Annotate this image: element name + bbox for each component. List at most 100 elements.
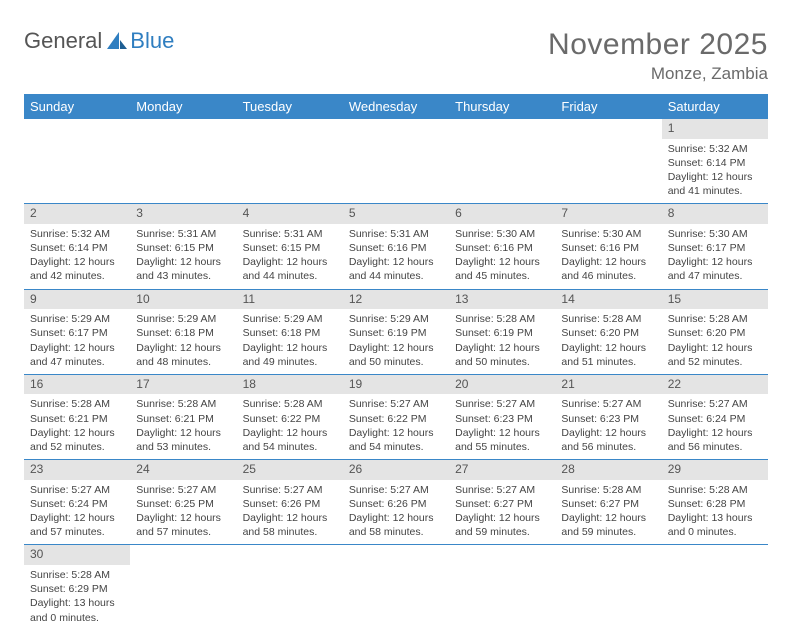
calendar-cell: 16Sunrise: 5:28 AMSunset: 6:21 PMDayligh…	[24, 374, 130, 459]
calendar-cell	[449, 119, 555, 204]
day-number: 22	[662, 375, 768, 395]
sunrise-line: Sunrise: 5:32 AM	[30, 227, 124, 241]
weekday-header: Tuesday	[237, 94, 343, 119]
day-details: Sunrise: 5:29 AMSunset: 6:19 PMDaylight:…	[343, 309, 449, 374]
day-details: Sunrise: 5:28 AMSunset: 6:21 PMDaylight:…	[24, 394, 130, 459]
sunset-line: Sunset: 6:21 PM	[30, 412, 124, 426]
day-details: Sunrise: 5:27 AMSunset: 6:23 PMDaylight:…	[555, 394, 661, 459]
title-block: November 2025 Monze, Zambia	[548, 28, 768, 84]
day-number: 8	[662, 204, 768, 224]
calendar-cell	[343, 545, 449, 630]
sunrise-line: Sunrise: 5:27 AM	[349, 483, 443, 497]
sunrise-line: Sunrise: 5:30 AM	[668, 227, 762, 241]
logo: General Blue	[24, 28, 174, 54]
day-number: 13	[449, 290, 555, 310]
day-details: Sunrise: 5:29 AMSunset: 6:17 PMDaylight:…	[24, 309, 130, 374]
day-number: 28	[555, 460, 661, 480]
weekday-header: Monday	[130, 94, 236, 119]
day-details: Sunrise: 5:28 AMSunset: 6:22 PMDaylight:…	[237, 394, 343, 459]
calendar-row: 2Sunrise: 5:32 AMSunset: 6:14 PMDaylight…	[24, 204, 768, 289]
calendar-cell: 15Sunrise: 5:28 AMSunset: 6:20 PMDayligh…	[662, 289, 768, 374]
sunset-line: Sunset: 6:24 PM	[668, 412, 762, 426]
sunrise-line: Sunrise: 5:27 AM	[455, 483, 549, 497]
sunset-line: Sunset: 6:29 PM	[30, 582, 124, 596]
calendar-cell: 21Sunrise: 5:27 AMSunset: 6:23 PMDayligh…	[555, 374, 661, 459]
day-number: 12	[343, 290, 449, 310]
calendar-cell: 17Sunrise: 5:28 AMSunset: 6:21 PMDayligh…	[130, 374, 236, 459]
page-location: Monze, Zambia	[548, 64, 768, 84]
day-details: Sunrise: 5:29 AMSunset: 6:18 PMDaylight:…	[130, 309, 236, 374]
calendar-body: 1Sunrise: 5:32 AMSunset: 6:14 PMDaylight…	[24, 119, 768, 630]
day-details: Sunrise: 5:31 AMSunset: 6:16 PMDaylight:…	[343, 224, 449, 289]
daylight-line: Daylight: 12 hours and 52 minutes.	[30, 426, 124, 454]
weekday-header: Thursday	[449, 94, 555, 119]
weekday-header: Wednesday	[343, 94, 449, 119]
sunrise-line: Sunrise: 5:30 AM	[455, 227, 549, 241]
sunrise-line: Sunrise: 5:28 AM	[30, 397, 124, 411]
day-details: Sunrise: 5:28 AMSunset: 6:28 PMDaylight:…	[662, 480, 768, 545]
calendar-cell: 4Sunrise: 5:31 AMSunset: 6:15 PMDaylight…	[237, 204, 343, 289]
day-details: Sunrise: 5:32 AMSunset: 6:14 PMDaylight:…	[24, 224, 130, 289]
sunrise-line: Sunrise: 5:28 AM	[668, 483, 762, 497]
sunrise-line: Sunrise: 5:29 AM	[136, 312, 230, 326]
daylight-line: Daylight: 12 hours and 52 minutes.	[668, 341, 762, 369]
calendar-cell	[24, 119, 130, 204]
daylight-line: Daylight: 12 hours and 47 minutes.	[30, 341, 124, 369]
sunrise-line: Sunrise: 5:28 AM	[455, 312, 549, 326]
calendar-row: 9Sunrise: 5:29 AMSunset: 6:17 PMDaylight…	[24, 289, 768, 374]
calendar-cell: 2Sunrise: 5:32 AMSunset: 6:14 PMDaylight…	[24, 204, 130, 289]
daylight-line: Daylight: 12 hours and 42 minutes.	[30, 255, 124, 283]
calendar-cell: 29Sunrise: 5:28 AMSunset: 6:28 PMDayligh…	[662, 460, 768, 545]
weekday-header: Saturday	[662, 94, 768, 119]
day-number: 3	[130, 204, 236, 224]
daylight-line: Daylight: 12 hours and 54 minutes.	[243, 426, 337, 454]
daylight-line: Daylight: 12 hours and 59 minutes.	[455, 511, 549, 539]
day-details: Sunrise: 5:28 AMSunset: 6:27 PMDaylight:…	[555, 480, 661, 545]
day-details: Sunrise: 5:27 AMSunset: 6:24 PMDaylight:…	[662, 394, 768, 459]
day-details: Sunrise: 5:28 AMSunset: 6:19 PMDaylight:…	[449, 309, 555, 374]
sunrise-line: Sunrise: 5:27 AM	[349, 397, 443, 411]
sunrise-line: Sunrise: 5:27 AM	[668, 397, 762, 411]
sunset-line: Sunset: 6:21 PM	[136, 412, 230, 426]
calendar-cell	[130, 119, 236, 204]
day-number: 14	[555, 290, 661, 310]
calendar-cell: 11Sunrise: 5:29 AMSunset: 6:18 PMDayligh…	[237, 289, 343, 374]
day-details: Sunrise: 5:32 AMSunset: 6:14 PMDaylight:…	[662, 139, 768, 204]
sunset-line: Sunset: 6:20 PM	[561, 326, 655, 340]
sunset-line: Sunset: 6:16 PM	[349, 241, 443, 255]
day-number: 26	[343, 460, 449, 480]
day-number: 5	[343, 204, 449, 224]
sunrise-line: Sunrise: 5:27 AM	[30, 483, 124, 497]
calendar-cell: 10Sunrise: 5:29 AMSunset: 6:18 PMDayligh…	[130, 289, 236, 374]
weekday-header: Friday	[555, 94, 661, 119]
sunrise-line: Sunrise: 5:27 AM	[561, 397, 655, 411]
sunrise-line: Sunrise: 5:31 AM	[243, 227, 337, 241]
sunrise-line: Sunrise: 5:31 AM	[136, 227, 230, 241]
sunset-line: Sunset: 6:28 PM	[668, 497, 762, 511]
daylight-line: Daylight: 12 hours and 46 minutes.	[561, 255, 655, 283]
calendar-cell	[237, 119, 343, 204]
daylight-line: Daylight: 12 hours and 48 minutes.	[136, 341, 230, 369]
daylight-line: Daylight: 12 hours and 47 minutes.	[668, 255, 762, 283]
day-details: Sunrise: 5:27 AMSunset: 6:26 PMDaylight:…	[343, 480, 449, 545]
calendar-cell: 9Sunrise: 5:29 AMSunset: 6:17 PMDaylight…	[24, 289, 130, 374]
calendar-cell	[555, 545, 661, 630]
calendar-cell: 26Sunrise: 5:27 AMSunset: 6:26 PMDayligh…	[343, 460, 449, 545]
daylight-line: Daylight: 13 hours and 0 minutes.	[30, 596, 124, 624]
calendar-cell: 14Sunrise: 5:28 AMSunset: 6:20 PMDayligh…	[555, 289, 661, 374]
day-details: Sunrise: 5:27 AMSunset: 6:22 PMDaylight:…	[343, 394, 449, 459]
sunrise-line: Sunrise: 5:32 AM	[668, 142, 762, 156]
calendar-cell: 7Sunrise: 5:30 AMSunset: 6:16 PMDaylight…	[555, 204, 661, 289]
calendar-cell	[662, 545, 768, 630]
sunset-line: Sunset: 6:26 PM	[349, 497, 443, 511]
daylight-line: Daylight: 12 hours and 54 minutes.	[349, 426, 443, 454]
daylight-line: Daylight: 12 hours and 57 minutes.	[136, 511, 230, 539]
day-details: Sunrise: 5:28 AMSunset: 6:20 PMDaylight:…	[662, 309, 768, 374]
sunrise-line: Sunrise: 5:28 AM	[561, 483, 655, 497]
calendar-cell: 28Sunrise: 5:28 AMSunset: 6:27 PMDayligh…	[555, 460, 661, 545]
daylight-line: Daylight: 12 hours and 50 minutes.	[455, 341, 549, 369]
calendar-row: 23Sunrise: 5:27 AMSunset: 6:24 PMDayligh…	[24, 460, 768, 545]
sunset-line: Sunset: 6:18 PM	[243, 326, 337, 340]
calendar-cell: 27Sunrise: 5:27 AMSunset: 6:27 PMDayligh…	[449, 460, 555, 545]
calendar-cell	[449, 545, 555, 630]
